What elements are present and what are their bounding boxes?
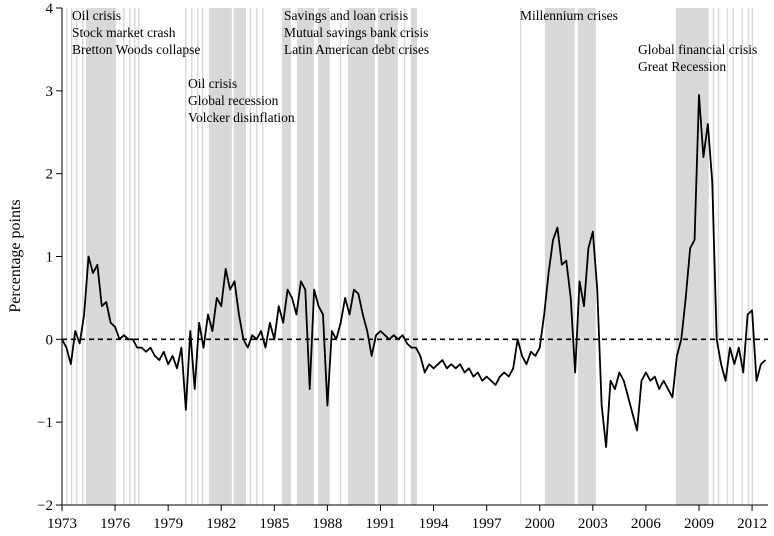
shaded-period [129, 8, 131, 505]
shaded-period [317, 8, 330, 505]
y-tick-label: 2 [46, 167, 54, 183]
shaded-period [410, 8, 417, 505]
y-axis-label: Percentage points [7, 199, 24, 312]
shaded-period [66, 8, 68, 505]
annotation: Oil crisis [72, 8, 121, 23]
shaded-period [249, 8, 251, 505]
y-tick-label: 4 [46, 1, 54, 17]
shaded-period [70, 8, 73, 505]
x-tick-label: 1973 [47, 516, 77, 532]
shaded-period [86, 8, 116, 505]
annotation: Stock market crash [72, 25, 176, 40]
shaded-period [261, 8, 264, 505]
x-tick-label: 1985 [259, 516, 289, 532]
shaded-period [675, 8, 709, 505]
x-tick-label: 1982 [206, 516, 236, 532]
annotation: Mutual savings bank crisis [284, 25, 428, 40]
annotation: Oil crisis [188, 76, 237, 91]
annotation: Millennium crises [520, 8, 618, 23]
shaded-period [208, 8, 232, 505]
annotation: Bretton Woods collapse [72, 42, 200, 57]
x-tick-label: 1979 [153, 516, 183, 532]
shaded-period [76, 8, 78, 505]
shaded-period [201, 8, 204, 505]
annotation: Global financial crisis [638, 42, 757, 57]
shaded-period [717, 8, 720, 505]
y-tick-label: −1 [37, 415, 53, 431]
shaded-period [296, 8, 314, 505]
shaded-period [137, 8, 140, 505]
x-tick-label: 2000 [525, 516, 555, 532]
annotation: Global recession [188, 93, 279, 108]
shaded-period [339, 8, 342, 505]
shaded-period [190, 8, 193, 505]
shaded-period [732, 8, 735, 505]
shaded-period [347, 8, 375, 505]
x-tick-label: 1988 [312, 516, 342, 532]
shaded-period [197, 8, 199, 505]
shaded-period [403, 8, 406, 505]
shaded-period [81, 8, 84, 505]
x-tick-label: 1997 [472, 516, 503, 532]
x-tick-label: 2003 [578, 516, 608, 532]
shaded-period [751, 8, 754, 505]
shaded-period [184, 8, 187, 505]
y-tick-label: −2 [37, 498, 53, 514]
annotation: Savings and loan crisis [284, 8, 408, 23]
shaded-period [577, 8, 596, 505]
x-tick-label: 2009 [684, 516, 714, 532]
x-tick-label: 2006 [631, 516, 662, 532]
x-tick-label: 1976 [100, 516, 131, 532]
shaded-period [726, 8, 729, 505]
data-line [61, 94, 766, 448]
shaded-period [544, 8, 575, 505]
shaded-period [281, 8, 291, 505]
shaded-period [255, 8, 258, 505]
x-tick-label: 1991 [365, 516, 395, 532]
shaded-period [134, 8, 136, 505]
x-tick-label: 1994 [419, 516, 450, 532]
shaded-period [741, 8, 743, 505]
y-tick-label: 0 [46, 332, 54, 348]
shaded-period [519, 8, 522, 505]
y-tick-label: 1 [46, 250, 54, 266]
shaded-period [123, 8, 125, 505]
x-tick-label: 2012 [737, 516, 767, 532]
shaded-period [747, 8, 750, 505]
shaded-period [377, 8, 398, 505]
annotation: Great Recession [638, 59, 726, 74]
annotation: Latin American debt crises [284, 42, 429, 57]
y-tick-label: 3 [46, 84, 54, 100]
annotation: Volcker disinflation [188, 110, 295, 125]
shaded-period [233, 8, 247, 505]
